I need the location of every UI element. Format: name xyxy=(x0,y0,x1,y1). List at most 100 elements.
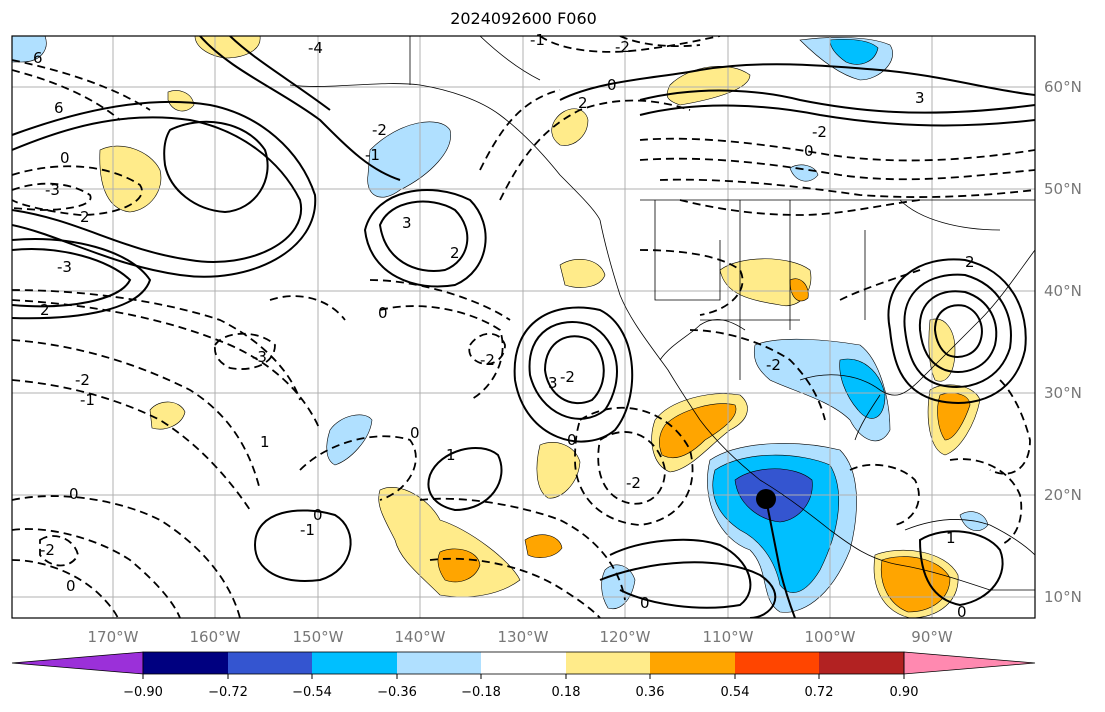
shade-pos-11 xyxy=(378,487,521,598)
shade-pos-10 xyxy=(536,442,581,499)
colorbar-tick-labels: −0.90 −0.72 −0.54 −0.36 −0.18 0.18 0.36 … xyxy=(123,685,918,700)
colorbar-tick-marks xyxy=(142,674,905,679)
contour-label: -3 xyxy=(57,258,72,276)
contour-label: 2 xyxy=(40,301,50,319)
contour-label: -2 xyxy=(480,351,495,369)
shade-neg-1 xyxy=(367,121,451,198)
contour-label: -2 xyxy=(560,368,575,386)
shade-pos-13b xyxy=(880,556,951,613)
contour-label: -1 xyxy=(530,31,545,49)
contour-label: -2 xyxy=(766,356,781,374)
colorbar-tick-label: 0.72 xyxy=(805,685,834,700)
contour-label: 1 xyxy=(946,529,956,547)
contour-label: 2 xyxy=(450,244,460,262)
lon-tick-label: 140°W xyxy=(395,628,446,646)
shade-pos-3 xyxy=(551,108,589,146)
shade-neg-2b xyxy=(829,38,879,65)
lon-tick-label: 110°W xyxy=(703,628,754,646)
graticule xyxy=(12,36,1035,618)
contour-label: 2 xyxy=(578,94,588,112)
contour-label: 1 xyxy=(446,446,456,464)
shade-pos-5 xyxy=(559,258,606,288)
dashed-contours xyxy=(12,36,1035,618)
shade-pos-11b xyxy=(437,548,481,583)
contour-label: 0 xyxy=(66,577,76,595)
colorbar-tick-label: −0.72 xyxy=(208,685,248,700)
contour-label: 6 xyxy=(54,99,64,117)
contour-label: 6 xyxy=(33,49,43,67)
lon-tick-label: 90°W xyxy=(911,628,953,646)
figure-title: 2024092600 F060 xyxy=(450,9,597,28)
shade-neg-5 xyxy=(326,414,373,466)
contour-label: 0 xyxy=(69,485,79,503)
shade-pos-15 xyxy=(167,90,195,112)
contour-label: -2 xyxy=(372,121,387,139)
colorbar-segment xyxy=(819,652,904,674)
colorbar-tick-label: 0.36 xyxy=(636,685,665,700)
lat-tick-label: 60°N xyxy=(1044,78,1082,96)
colorbar-segment xyxy=(481,652,566,674)
contour-label: -2 xyxy=(626,474,641,492)
shaded-regions xyxy=(12,36,989,618)
colorbar-segment xyxy=(312,652,397,674)
shade-pos-7b xyxy=(937,392,971,441)
shade-pos-9 xyxy=(149,401,186,430)
solid-contours xyxy=(12,36,1035,618)
colorbar-tick-label: −0.36 xyxy=(377,685,417,700)
contour-label: 0 xyxy=(607,76,617,94)
contour-label: 0 xyxy=(410,424,420,442)
contour-label: -2 xyxy=(40,541,55,559)
contour-label: 3 xyxy=(402,214,412,232)
colorbar: −0.90 −0.72 −0.54 −0.36 −0.18 0.18 0.36 … xyxy=(11,651,1036,700)
shade-pos-8b xyxy=(659,403,737,459)
lon-tick-label: 130°W xyxy=(498,628,549,646)
contour-labels: 6 2 -3 -1 -2 -4 0 2 6 3 -2 -3 3 2 -2 0 -… xyxy=(33,31,975,621)
lat-tick-labels: 60°N 50°N 40°N 30°N 20°N 10°N xyxy=(1044,78,1082,606)
colorbar-tick-label: −0.18 xyxy=(461,685,501,700)
contour-label: -3 xyxy=(45,181,60,199)
contour-label: -1 xyxy=(80,391,95,409)
contour-label: 0 xyxy=(567,431,577,449)
contour-label: 0 xyxy=(957,603,967,621)
contour-label: 3 xyxy=(915,89,925,107)
lat-tick-label: 30°N xyxy=(1044,384,1082,402)
contour-label: 3 xyxy=(548,374,558,392)
colorbar-segment xyxy=(397,652,481,674)
contour-label: 0 xyxy=(60,149,70,167)
lon-tick-label: 100°W xyxy=(805,628,856,646)
colorbar-tick-label: −0.90 xyxy=(123,685,163,700)
colorbar-segment xyxy=(650,652,735,674)
colorbar-segment xyxy=(735,652,819,674)
contour-label: -3 xyxy=(252,348,267,366)
contour-label: -2 xyxy=(812,123,827,141)
contour-label: 1 xyxy=(260,433,270,451)
colorbar-tick-label: −0.54 xyxy=(292,685,332,700)
contour-label: -1 xyxy=(365,146,380,164)
map-frame xyxy=(11,35,1036,619)
colorbar-tick-label: 0.90 xyxy=(890,685,919,700)
colorbar-tick-label: 0.18 xyxy=(552,685,581,700)
lon-tick-label: 150°W xyxy=(293,628,344,646)
lat-tick-label: 10°N xyxy=(1044,588,1082,606)
colorbar-segment xyxy=(143,652,228,674)
colorbar-segment xyxy=(566,652,650,674)
colorbar-outline xyxy=(142,651,905,675)
shade-pos-4b xyxy=(789,278,809,302)
lat-tick-label: 50°N xyxy=(1044,180,1082,198)
shade-neg-6 xyxy=(12,36,47,63)
lon-tick-label: 160°W xyxy=(190,628,241,646)
lon-tick-label: 120°W xyxy=(600,628,651,646)
contour-label: -2 xyxy=(615,38,630,56)
shade-neg-3b xyxy=(839,358,886,419)
contour-label: 0 xyxy=(378,304,388,322)
contour-label: 0 xyxy=(640,594,650,612)
lon-tick-labels: 170°W 160°W 150°W 140°W 130°W 120°W 110°… xyxy=(88,628,953,646)
contour-label: 2 xyxy=(80,208,90,226)
storm-track xyxy=(765,498,796,618)
contour-label: 2 xyxy=(965,253,975,271)
contour-label: -1 xyxy=(300,521,315,539)
colorbar-tick-label: 0.54 xyxy=(721,685,750,700)
lat-tick-label: 20°N xyxy=(1044,486,1082,504)
lat-tick-label: 40°N xyxy=(1044,282,1082,300)
